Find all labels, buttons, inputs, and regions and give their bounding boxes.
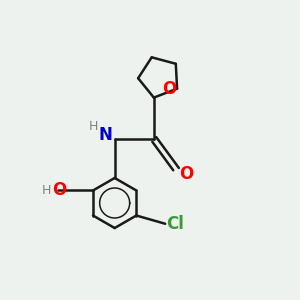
Text: N: N [98, 126, 112, 144]
Text: O: O [162, 80, 176, 98]
Text: Cl: Cl [167, 215, 184, 233]
Text: H: H [89, 120, 98, 133]
Text: O: O [179, 165, 193, 183]
Text: O: O [52, 182, 67, 200]
Text: H: H [42, 184, 52, 197]
